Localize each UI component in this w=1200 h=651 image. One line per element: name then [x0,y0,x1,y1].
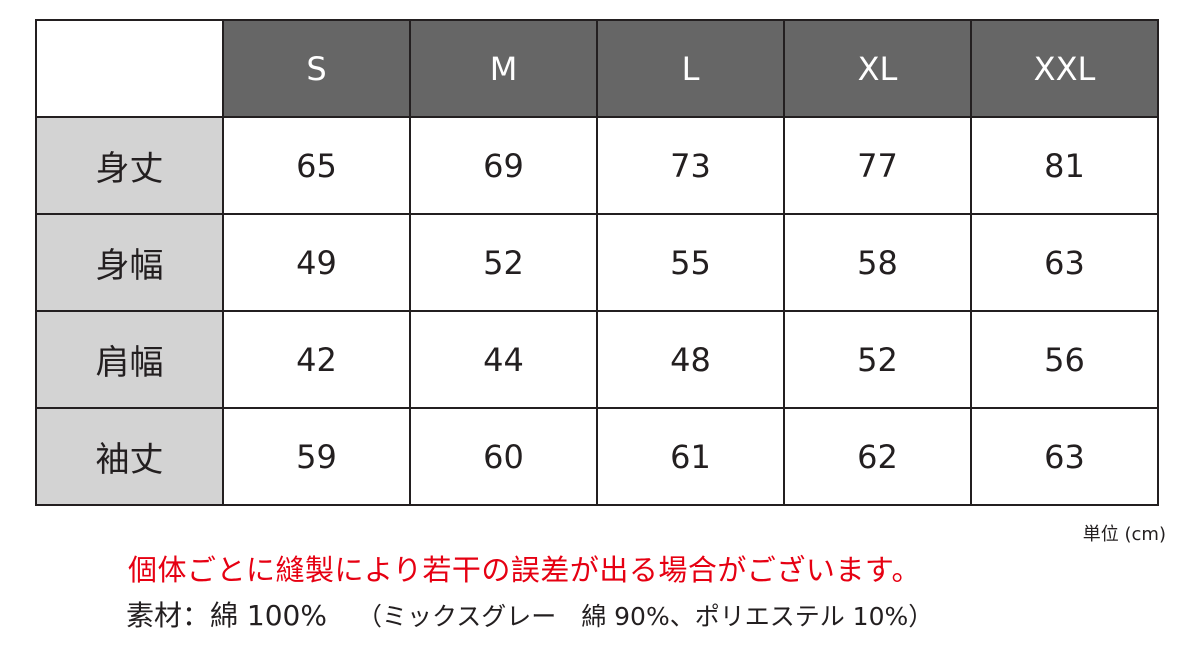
size-header-xl: XL [783,19,972,118]
row-header: 袖丈 [35,407,224,506]
table-cell: 69 [409,116,598,215]
table-cell: 73 [596,116,785,215]
table-cell: 77 [783,116,972,215]
table-cell: 60 [409,407,598,506]
corner-cell [35,19,224,118]
table-cell: 42 [222,310,411,409]
table-cell: 55 [596,213,785,312]
material-info: 素材：綿 100% （ミックスグレー 綿 90%、ポリエステル 10%） [126,594,933,634]
table-row: 袖丈 59 60 61 62 63 [35,407,1159,506]
size-chart-table: S M L XL XXL 身丈 65 69 73 77 81 身幅 49 52 … [35,19,1159,506]
table-cell: 49 [222,213,411,312]
size-header-s: S [222,19,411,118]
tolerance-note: 個体ごとに縫製により若干の誤差が出る場合がございます。 [128,553,922,587]
header-row: S M L XL XXL [35,19,1159,118]
table-cell: 65 [222,116,411,215]
table-cell: 58 [783,213,972,312]
row-header: 身丈 [35,116,224,215]
table-cell: 63 [970,407,1159,506]
table-row: 身丈 65 69 73 77 81 [35,116,1159,215]
table-cell: 52 [783,310,972,409]
table-cell: 44 [409,310,598,409]
row-header: 身幅 [35,213,224,312]
row-header: 肩幅 [35,310,224,409]
table-cell: 81 [970,116,1159,215]
table-cell: 59 [222,407,411,506]
table-cell: 56 [970,310,1159,409]
table-cell: 48 [596,310,785,409]
size-header-xxl: XXL [970,19,1159,118]
table-cell: 52 [409,213,598,312]
table-cell: 62 [783,407,972,506]
table-cell: 63 [970,213,1159,312]
material-text: 素材：綿 100% [126,599,327,632]
table-row: 身幅 49 52 55 58 63 [35,213,1159,312]
material-detail: （ミックスグレー 綿 90%、ポリエステル 10%） [356,602,934,631]
table-cell: 61 [596,407,785,506]
table-row: 肩幅 42 44 48 52 56 [35,310,1159,409]
size-header-l: L [596,19,785,118]
unit-label: 単位 (cm) [1082,524,1166,545]
size-header-m: M [409,19,598,118]
